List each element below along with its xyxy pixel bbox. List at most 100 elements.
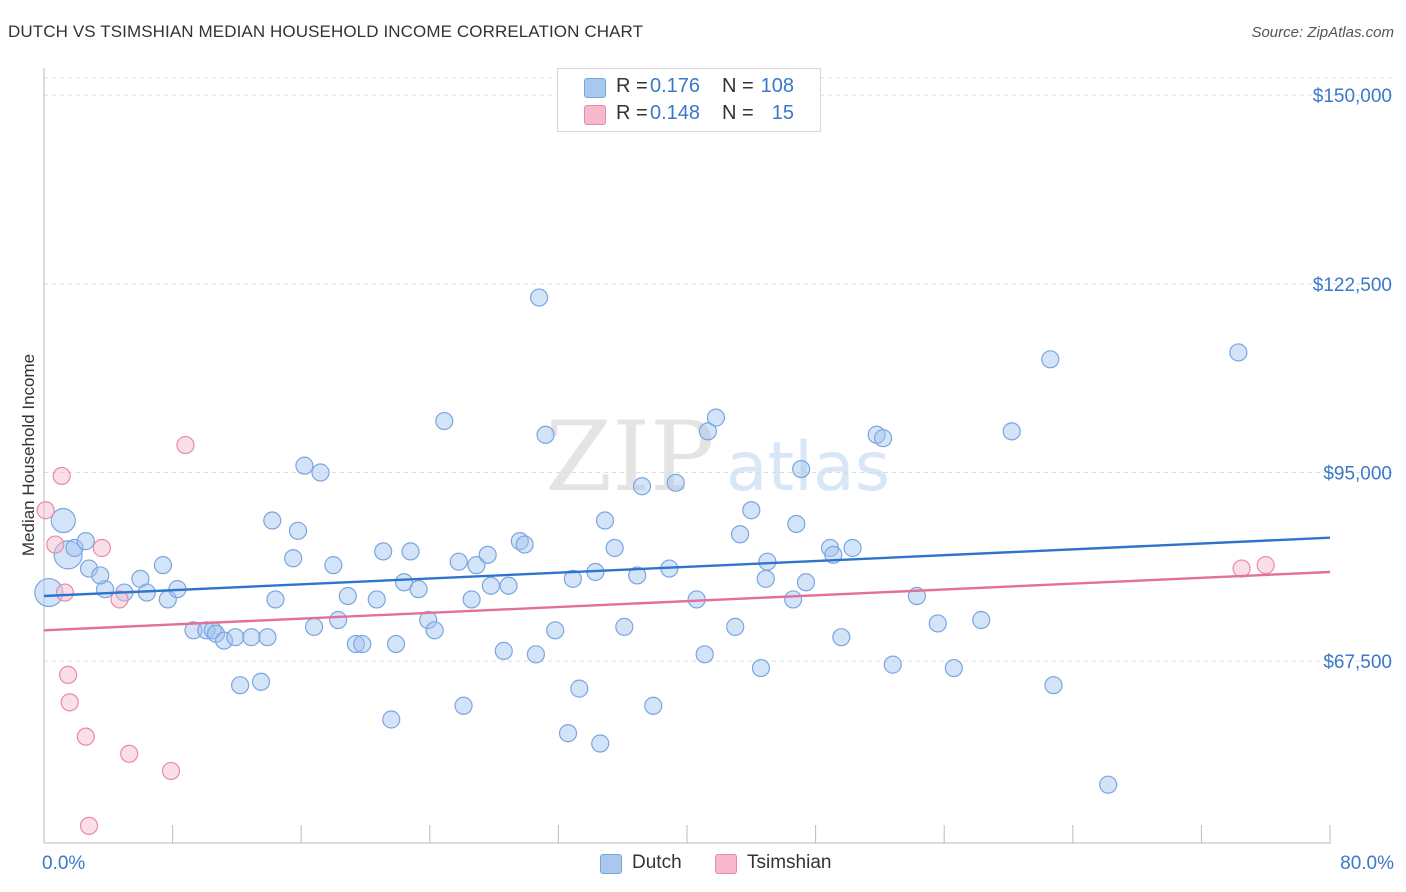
dutch-point [79,559,99,578]
dutch-point [478,545,497,564]
dutch-point [628,566,647,585]
dutch-point [226,628,245,647]
y-tick-label: $150,000 [1313,86,1392,107]
dutch-point [329,610,348,630]
dutch-point [494,641,513,660]
dutch-point [481,576,500,595]
y-tick-label: $122,500 [1313,275,1392,296]
dutch-point [726,617,745,636]
tsimshian-point [59,665,78,685]
tsimshian-point [55,583,74,602]
tsimshian-point [110,590,129,609]
tsimshian-point [120,744,139,763]
dutch-point [304,617,324,636]
dutch-point [409,580,428,599]
dutch-point [401,542,420,561]
dutch-point [730,525,750,544]
dutch-point [184,621,203,640]
tsimshian-point [1256,556,1275,575]
dutch-point [419,610,438,630]
dutch-point [258,628,277,647]
dutch-point [91,566,110,585]
y-tick-label: $95,000 [1323,464,1392,485]
axes [43,68,1331,844]
dutch-point [1002,422,1021,441]
dutch-point [928,614,947,633]
dutch-point [338,586,357,606]
n-label: N = [722,75,754,97]
dutch-point [666,473,685,492]
x-tick-label-max: 80.0% [1340,853,1394,874]
dutch-point [425,621,444,640]
dutch-point [1229,343,1248,362]
data-points [34,288,1275,835]
dutch-point [944,658,963,678]
tsimshian-point [52,466,71,486]
dutch-point [874,429,893,448]
dutch-point [324,556,343,575]
dutch-point [386,634,406,654]
dutch-point [263,511,282,530]
dutch-point [783,590,803,609]
dutch-point [558,724,578,743]
dutch-point [53,540,83,570]
dutch-point [1099,775,1118,794]
tsimshian-point [79,816,99,835]
legend-label-tsimshian: Tsimshian [747,852,832,873]
dutch-swatch [584,78,606,98]
tsimshian-point [60,693,79,712]
n-label: N = [722,102,754,124]
dutch-point [972,610,991,630]
trend-lines [43,536,1331,632]
dutch-point [695,645,714,664]
dutch-point [449,552,468,571]
tick-labels: $67,500 $95,000 $122,500 $150,000 0.0% 80.0% [42,86,1394,874]
x-tick-label-min: 0.0% [42,853,85,874]
dutch-point [751,658,771,678]
dutch-point [591,734,610,753]
dutch-point [266,590,285,609]
tsimshian-point [46,535,65,554]
dutch-point [832,628,851,647]
dutch-point [515,535,534,554]
tsimshian-trend-line [43,570,1331,632]
dutch-point [311,463,330,482]
dutch-point [76,532,95,551]
dutch-point [605,538,624,558]
dutch-point [231,676,250,695]
dutch-point [758,552,777,571]
dutch-point [295,456,314,475]
dutch-trend-line [43,536,1331,598]
dutch-point [242,628,261,647]
tsimshian-point [176,435,195,455]
dutch-point [50,507,76,534]
n-value: 108 [760,75,794,97]
dutch-point [644,696,663,715]
dutch-point [632,477,652,496]
dutch-point [467,556,486,575]
dutch-point [454,696,473,715]
dutch-point [499,576,518,595]
series-legend: Dutch Tsimshian [0,852,1406,878]
dutch-point [792,459,811,479]
tsimshian-point [36,501,55,520]
dutch-point [462,590,481,609]
watermark: ZIP atlas [545,401,890,513]
dutch-point [34,577,64,608]
tsimshian-point [92,538,111,558]
dutch-point [367,590,386,609]
dutch-point [756,569,775,588]
tsimshian-swatch [584,105,606,125]
dutch-point [510,532,529,551]
tsimshian-point [1232,559,1251,578]
dutch-point [546,621,565,640]
dutch-point [787,514,806,534]
stats-legend: R = 0.176 N = 108 R = 0.148 N = 15 [557,68,821,132]
dutch-point [382,710,401,729]
dutch-point [374,542,393,561]
dutch-point [843,538,862,558]
dutch-point [1044,676,1063,695]
r-label: R = [616,102,648,124]
dutch-point [214,631,234,650]
